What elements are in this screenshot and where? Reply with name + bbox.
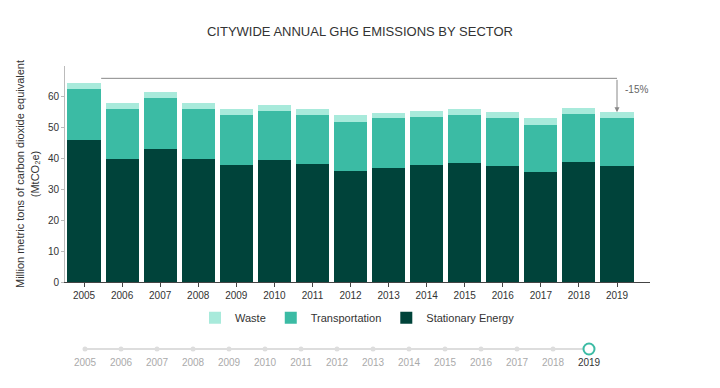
svg-text:2007: 2007	[146, 357, 169, 368]
svg-text:CITYWIDE ANNUAL GHG EMISSIONS: CITYWIDE ANNUAL GHG EMISSIONS BY SECTOR	[207, 24, 513, 39]
svg-text:2005: 2005	[73, 290, 96, 301]
svg-text:40: 40	[48, 153, 60, 164]
svg-text:-15%: -15%	[625, 84, 648, 95]
svg-text:2014: 2014	[398, 357, 421, 368]
svg-text:2006: 2006	[110, 357, 133, 368]
svg-text:2012: 2012	[339, 290, 362, 301]
svg-text:Waste: Waste	[235, 312, 266, 324]
svg-text:50: 50	[48, 122, 60, 133]
svg-text:2010: 2010	[254, 357, 277, 368]
svg-text:2017: 2017	[506, 357, 529, 368]
svg-text:30: 30	[48, 184, 60, 195]
svg-text:0: 0	[53, 277, 59, 288]
svg-text:2015: 2015	[454, 290, 477, 301]
svg-text:2005: 2005	[74, 357, 97, 368]
svg-text:2016: 2016	[492, 290, 515, 301]
svg-text:10: 10	[48, 246, 60, 257]
svg-text:2017: 2017	[530, 290, 553, 301]
svg-text:2008: 2008	[182, 357, 205, 368]
svg-text:2008: 2008	[187, 290, 210, 301]
svg-text:2012: 2012	[326, 357, 349, 368]
svg-text:2015: 2015	[434, 357, 457, 368]
svg-text:2006: 2006	[111, 290, 134, 301]
svg-text:2013: 2013	[377, 290, 400, 301]
svg-text:2014: 2014	[416, 290, 439, 301]
svg-text:2016: 2016	[470, 357, 493, 368]
svg-text:2019: 2019	[578, 357, 601, 368]
svg-text:2010: 2010	[263, 290, 286, 301]
svg-text:Stationary Energy: Stationary Energy	[426, 312, 514, 324]
svg-text:2007: 2007	[149, 290, 172, 301]
svg-text:Transportation: Transportation	[311, 312, 382, 324]
svg-text:2011: 2011	[290, 357, 312, 368]
svg-text:2011: 2011	[302, 290, 324, 301]
svg-text:Million metric tons of carbon: Million metric tons of carbon dioxide eq…	[14, 60, 40, 288]
svg-text:2013: 2013	[362, 357, 385, 368]
svg-text:2018: 2018	[568, 290, 591, 301]
svg-text:20: 20	[48, 215, 60, 226]
svg-text:2019: 2019	[606, 290, 629, 301]
svg-text:2018: 2018	[542, 357, 565, 368]
svg-text:60: 60	[48, 91, 60, 102]
svg-text:2009: 2009	[218, 357, 241, 368]
svg-text:2009: 2009	[225, 290, 248, 301]
